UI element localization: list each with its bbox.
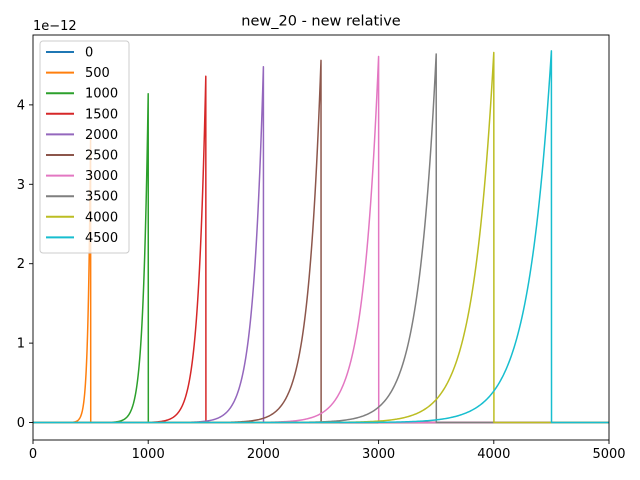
chart-title: new_20 - new relative <box>241 14 400 30</box>
plot-area <box>33 50 609 424</box>
legend-label: 3500 <box>85 190 118 205</box>
y-tick-label: 1 <box>17 337 25 352</box>
series-line-4500 <box>33 50 609 424</box>
axes-frame <box>32 34 610 441</box>
y-tick-label: 3 <box>17 178 25 193</box>
legend-label: 4500 <box>85 231 118 246</box>
y-tick-label: 4 <box>17 98 25 113</box>
legend-label: 500 <box>85 66 110 81</box>
y-tick-label: 0 <box>17 416 25 431</box>
x-tick-label: 4000 <box>477 447 510 462</box>
x-tick-label: 1000 <box>132 447 165 462</box>
x-tick-label: 5000 <box>592 447 625 462</box>
y-tick-label: 2 <box>17 257 25 272</box>
x-tick-label: 0 <box>29 447 37 462</box>
legend: 0 500 1000 1500 2000 2500 3000 3500 4000 4500 <box>39 40 130 254</box>
x-tick-label: 3000 <box>362 447 395 462</box>
legend-label: 1500 <box>85 107 118 122</box>
legend-label: 2500 <box>85 149 118 164</box>
legend-label: 2000 <box>85 128 118 143</box>
series-lines <box>33 50 609 424</box>
legend-label: 3000 <box>85 169 118 184</box>
legend-label: 4000 <box>85 210 118 225</box>
legend-label: 1000 <box>85 87 118 102</box>
legend-label: 0 <box>85 46 93 61</box>
x-tick-label: 2000 <box>247 447 280 462</box>
y-axis-multiplier: 1e−12 <box>33 19 77 34</box>
